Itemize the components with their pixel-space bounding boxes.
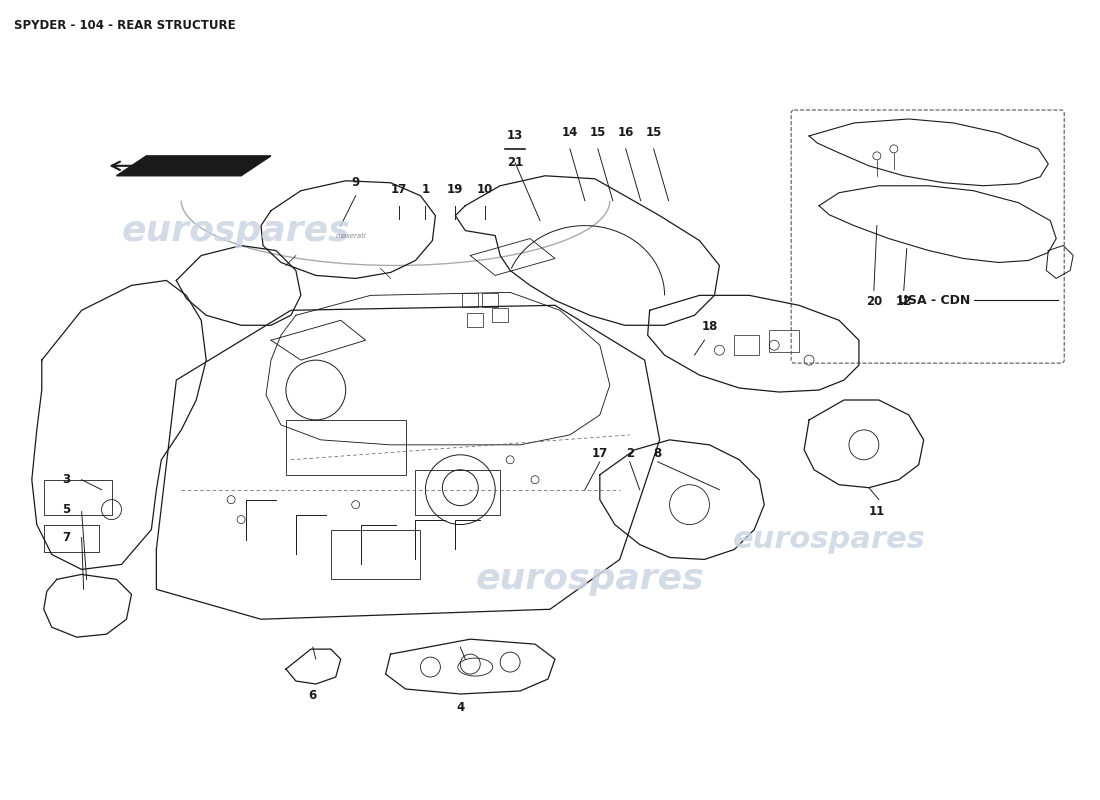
Text: eurospares: eurospares bbox=[475, 562, 704, 596]
Text: eurospares: eurospares bbox=[122, 214, 351, 247]
Bar bbox=[468, 314, 483, 327]
Bar bbox=[44, 480, 111, 514]
Text: 15: 15 bbox=[646, 126, 662, 139]
Text: 17: 17 bbox=[592, 446, 608, 460]
Text: SPYDER - 104 - REAR STRUCTURE: SPYDER - 104 - REAR STRUCTURE bbox=[14, 19, 235, 32]
Text: 2: 2 bbox=[626, 446, 634, 460]
Text: maserati: maserati bbox=[336, 233, 366, 238]
Bar bbox=[482, 294, 498, 307]
Text: 7: 7 bbox=[63, 531, 70, 544]
Polygon shape bbox=[117, 156, 271, 176]
Text: 13: 13 bbox=[507, 129, 524, 142]
Text: 11: 11 bbox=[869, 505, 886, 518]
Text: 20: 20 bbox=[866, 295, 882, 308]
Text: 6: 6 bbox=[309, 689, 317, 702]
Bar bbox=[462, 294, 478, 307]
Text: 9: 9 bbox=[352, 176, 360, 189]
Bar bbox=[286, 420, 406, 474]
Text: 3: 3 bbox=[63, 474, 70, 486]
Bar bbox=[331, 530, 420, 579]
Text: 14: 14 bbox=[562, 126, 579, 139]
Text: USA - CDN: USA - CDN bbox=[898, 294, 970, 307]
Text: 10: 10 bbox=[477, 182, 494, 196]
Bar bbox=[44, 525, 99, 553]
Text: 5: 5 bbox=[63, 503, 70, 516]
Text: eurospares: eurospares bbox=[733, 525, 925, 554]
Text: 17: 17 bbox=[390, 182, 407, 196]
Text: 4: 4 bbox=[456, 701, 464, 714]
Text: 19: 19 bbox=[447, 182, 463, 196]
Text: 18: 18 bbox=[702, 320, 717, 334]
Bar bbox=[492, 308, 508, 322]
Bar bbox=[735, 335, 759, 355]
Text: 15: 15 bbox=[590, 126, 606, 139]
Bar bbox=[769, 330, 799, 352]
Text: 21: 21 bbox=[507, 156, 524, 169]
Text: 12: 12 bbox=[895, 295, 912, 308]
Bar bbox=[416, 470, 500, 514]
Text: 8: 8 bbox=[653, 446, 662, 460]
Text: 16: 16 bbox=[617, 126, 634, 139]
Text: 1: 1 bbox=[421, 182, 429, 196]
